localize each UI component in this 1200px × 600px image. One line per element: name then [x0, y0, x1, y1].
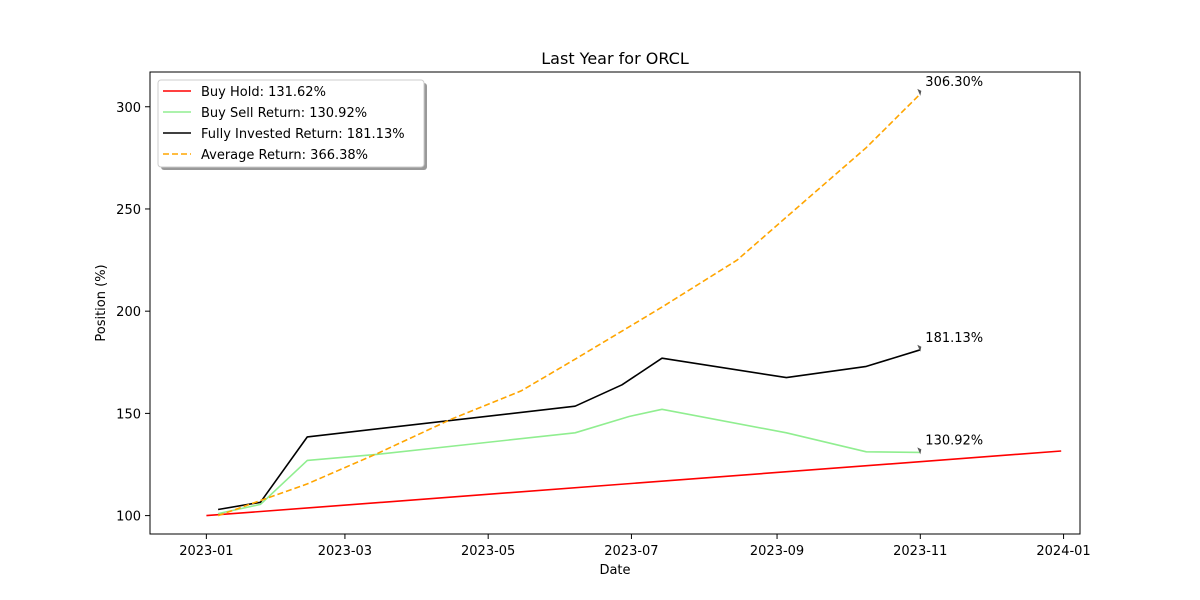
annotation-arrow [917, 88, 922, 96]
legend-label: Average Return: 366.38% [201, 148, 368, 163]
legend-label: Buy Sell Return: 130.92% [201, 106, 367, 121]
chart-title: Last Year for ORCL [541, 49, 689, 68]
x-tick-label: 2024-01 [1036, 544, 1090, 559]
annotation-label: 306.30% [925, 75, 983, 90]
x-tick-label: 2023-09 [750, 544, 804, 559]
series-line-1 [206, 450, 1062, 517]
y-tick-label: 100 [116, 510, 141, 525]
annotation-arrow [917, 344, 922, 352]
series-line-3 [217, 349, 921, 511]
x-tick-label: 2023-07 [604, 544, 658, 559]
y-tick-label: 150 [116, 407, 141, 422]
plot-frame [149, 71, 1081, 535]
annotation-label: 181.13% [925, 331, 983, 346]
y-axis: 100 150 200 250 300 [116, 101, 150, 525]
x-tick-label: 2023-05 [461, 544, 515, 559]
x-tick-label: 2023-11 [893, 544, 947, 559]
annotations: 306.30% 181.13% 130.92% [917, 75, 983, 455]
x-tick-label: 2023-03 [318, 544, 372, 559]
legend-label: Buy Hold: 131.62% [201, 85, 326, 100]
y-tick-label: 250 [116, 203, 141, 218]
y-tick-label: 300 [116, 101, 141, 116]
y-tick-label: 200 [116, 305, 141, 320]
series-line-2 [217, 408, 921, 515]
series-line-4 [217, 93, 921, 517]
x-axis-label: Date [599, 563, 630, 578]
x-tick-label: 2023-01 [179, 544, 233, 559]
y-axis-label: Position (%) [94, 264, 109, 341]
x-axis: 2023-01 2023-03 2023-05 2023-07 2023-09 2023-… [179, 534, 1091, 559]
legend: Buy Hold: 131.62% Buy Sell Return: 130.92… [157, 79, 427, 170]
legend-box [157, 79, 425, 168]
annotation-label: 130.92% [925, 433, 983, 448]
legend-label: Fully Invested Return: 181.13% [201, 127, 405, 142]
annotation-arrow [917, 447, 922, 455]
plot-area [206, 93, 1062, 517]
